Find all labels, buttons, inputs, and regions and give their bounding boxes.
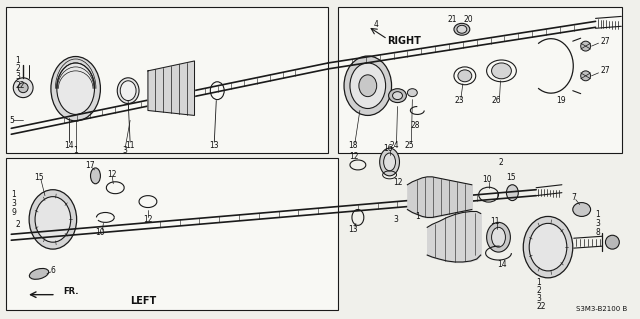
Circle shape	[580, 41, 591, 51]
Text: 6: 6	[51, 266, 55, 275]
Text: 17: 17	[86, 161, 95, 170]
Text: 1: 1	[596, 210, 600, 219]
Text: 16: 16	[383, 144, 392, 152]
Text: 3: 3	[12, 199, 16, 208]
Text: FR.: FR.	[63, 287, 78, 296]
Ellipse shape	[388, 89, 406, 103]
Text: 3: 3	[123, 145, 127, 155]
Text: 15: 15	[507, 173, 516, 182]
Text: 2: 2	[15, 220, 20, 229]
Text: 24: 24	[390, 141, 399, 150]
Text: 10: 10	[95, 228, 105, 237]
Ellipse shape	[529, 223, 567, 271]
Text: 26: 26	[492, 96, 501, 105]
Ellipse shape	[392, 92, 403, 100]
Text: 12: 12	[349, 152, 358, 160]
Text: 11: 11	[125, 141, 135, 150]
Ellipse shape	[457, 25, 467, 33]
Bar	[338, 6, 622, 153]
Ellipse shape	[573, 203, 591, 216]
Text: 27: 27	[600, 37, 610, 46]
Text: 1: 1	[12, 190, 16, 199]
Text: 27: 27	[600, 66, 610, 75]
Ellipse shape	[120, 81, 136, 100]
Polygon shape	[148, 61, 195, 115]
Ellipse shape	[90, 168, 100, 184]
Text: 9: 9	[12, 208, 16, 217]
Text: 1: 1	[74, 145, 78, 155]
Text: 3: 3	[393, 215, 398, 224]
Text: 2: 2	[499, 159, 503, 167]
Text: 25: 25	[404, 141, 414, 150]
Ellipse shape	[359, 75, 377, 97]
Ellipse shape	[383, 153, 396, 171]
Text: RIGHT: RIGHT	[388, 36, 422, 46]
Ellipse shape	[408, 89, 417, 97]
Text: 2: 2	[15, 64, 20, 73]
Text: 28: 28	[411, 121, 420, 130]
Ellipse shape	[29, 269, 49, 279]
Text: 14: 14	[64, 141, 74, 150]
Circle shape	[13, 78, 33, 98]
Text: 13: 13	[209, 141, 219, 150]
Circle shape	[605, 235, 620, 249]
Text: 8: 8	[596, 228, 600, 237]
Text: 15: 15	[34, 173, 44, 182]
Ellipse shape	[454, 23, 470, 35]
Text: 5: 5	[10, 116, 14, 125]
Ellipse shape	[35, 197, 70, 242]
Text: 1: 1	[415, 212, 420, 221]
Text: 1: 1	[15, 56, 20, 65]
Text: 23: 23	[454, 96, 464, 105]
Ellipse shape	[492, 63, 511, 79]
Ellipse shape	[51, 56, 100, 121]
Text: 11: 11	[490, 217, 499, 226]
Ellipse shape	[506, 185, 518, 201]
Ellipse shape	[344, 56, 392, 115]
Ellipse shape	[486, 222, 510, 252]
Text: 18: 18	[348, 141, 358, 150]
Text: 19: 19	[556, 96, 566, 105]
Circle shape	[18, 83, 28, 93]
Text: 4: 4	[373, 20, 378, 29]
Ellipse shape	[117, 78, 139, 104]
Ellipse shape	[380, 148, 399, 176]
Ellipse shape	[350, 63, 386, 108]
Text: 22: 22	[536, 302, 546, 311]
Bar	[6, 6, 328, 153]
Text: 12: 12	[108, 170, 117, 179]
Text: 12: 12	[393, 178, 403, 187]
Bar	[6, 158, 338, 309]
Ellipse shape	[524, 216, 573, 278]
Text: 1: 1	[536, 278, 541, 287]
Text: 22: 22	[15, 81, 25, 90]
Text: 20: 20	[464, 15, 474, 24]
Text: 13: 13	[348, 225, 358, 234]
Text: 10: 10	[482, 175, 492, 184]
Ellipse shape	[492, 227, 506, 247]
Ellipse shape	[57, 63, 95, 115]
Text: LEFT: LEFT	[130, 296, 156, 306]
Circle shape	[580, 71, 591, 81]
Text: 3: 3	[596, 219, 600, 228]
Ellipse shape	[458, 70, 472, 82]
Text: 3: 3	[536, 294, 541, 303]
Text: 2: 2	[536, 286, 541, 295]
Text: 3: 3	[15, 72, 20, 81]
Text: 7: 7	[572, 193, 576, 202]
Text: 21: 21	[447, 15, 457, 24]
Text: 14: 14	[498, 261, 508, 270]
Text: S3M3-B2100 B: S3M3-B2100 B	[576, 306, 627, 312]
Text: 12: 12	[143, 215, 153, 224]
Ellipse shape	[29, 190, 77, 249]
